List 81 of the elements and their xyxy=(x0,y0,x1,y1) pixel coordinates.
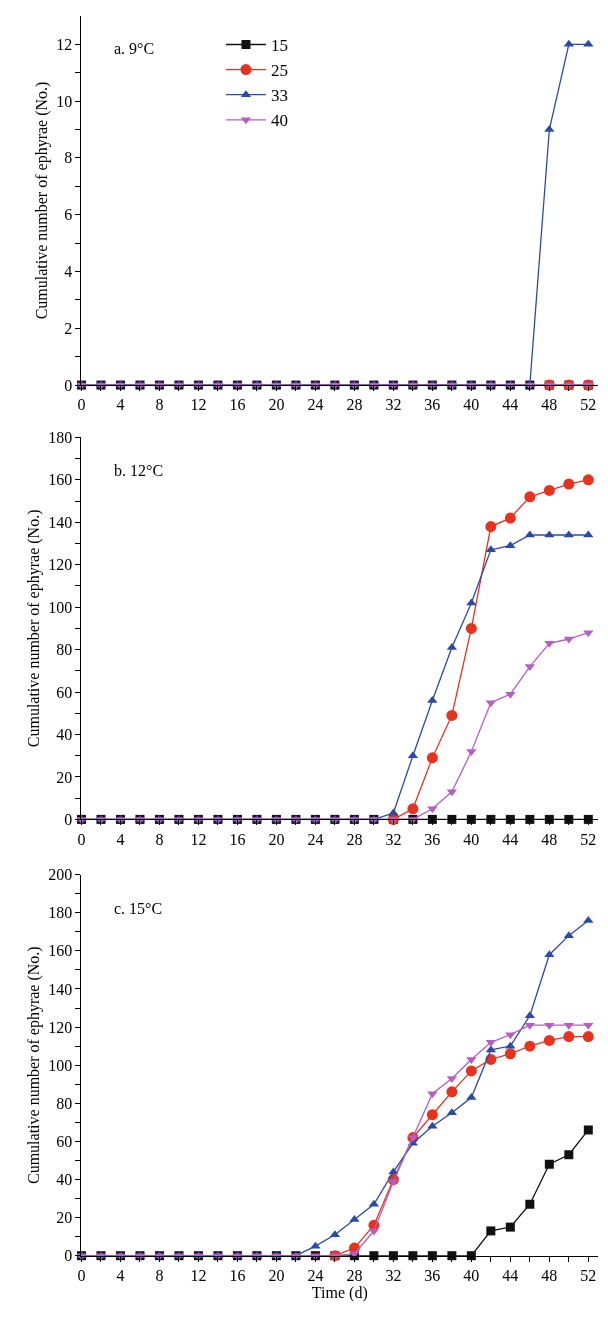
legend-label: 33 xyxy=(270,86,288,106)
x-tick-label: 28 xyxy=(346,1266,363,1284)
legend-label: 40 xyxy=(270,111,288,131)
x-tick-label: 36 xyxy=(424,1266,441,1284)
y-tick-label: 6 xyxy=(64,206,73,224)
x-tick-label: 20 xyxy=(268,396,285,414)
y-tick-label: 140 xyxy=(48,980,73,998)
x-tick-label: 40 xyxy=(463,396,480,414)
x-tick-label: 8 xyxy=(155,830,164,848)
x-tick-label: 52 xyxy=(580,830,597,848)
x-tick-label: 4 xyxy=(116,396,125,414)
y-tick-label: 80 xyxy=(56,1094,73,1112)
text: a. 9°C xyxy=(114,40,155,57)
y-tick-label: 80 xyxy=(56,641,73,659)
x-tick-label: 48 xyxy=(541,830,558,848)
y-tick-label: 160 xyxy=(48,471,73,489)
x-tick-label: 28 xyxy=(346,396,363,414)
y-tick-label: 180 xyxy=(48,428,73,446)
y-tick-label: 60 xyxy=(56,1132,73,1150)
y-tick-label: 4 xyxy=(64,263,73,281)
y-tick-label: 12 xyxy=(56,35,73,53)
x-tick-label: 32 xyxy=(385,830,402,848)
y-tick-label: 0 xyxy=(64,811,73,828)
x-tick-label: 12 xyxy=(190,396,207,414)
x-tick-label: 24 xyxy=(307,396,324,414)
legend-label: 25 xyxy=(270,61,288,81)
y-tick-label: 40 xyxy=(56,726,73,744)
x-tick-label: 16 xyxy=(229,1266,246,1284)
x-tick-label: 16 xyxy=(229,830,246,848)
y-axis-title: Cumulative number of ephyrae (No.) xyxy=(25,946,44,1185)
y-tick-label: 10 xyxy=(56,92,73,110)
x-tick-label: 52 xyxy=(580,396,597,414)
y-axis-title: Cumulative number of ephyrae (No.) xyxy=(33,81,52,320)
x-tick-label: 40 xyxy=(463,1266,480,1284)
y-tick-label: 100 xyxy=(48,598,73,616)
y-axis-title: Cumulative number of ephyrae (No.) xyxy=(25,509,44,748)
x-tick-label: 44 xyxy=(502,830,519,848)
x-tick-label: 24 xyxy=(307,830,324,848)
x-tick-label: 48 xyxy=(541,396,558,414)
y-tick-label: 20 xyxy=(56,1209,73,1227)
y-tick-label: 120 xyxy=(48,556,73,574)
x-tick-label: 32 xyxy=(385,396,402,414)
x-tick-label: 0 xyxy=(77,830,86,848)
x-tick-label: 52 xyxy=(580,1266,597,1284)
x-tick-label: 4 xyxy=(116,1266,125,1284)
x-tick-label: 8 xyxy=(155,1266,164,1284)
x-tick-label: 36 xyxy=(424,830,441,848)
x-tick-label: 48 xyxy=(541,1266,558,1284)
x-tick-label: 44 xyxy=(502,396,519,414)
x-tick-label: 20 xyxy=(268,1266,285,1284)
y-tick-label: 0 xyxy=(64,1247,73,1265)
x-tick-label: 40 xyxy=(463,830,480,848)
y-tick-label: 140 xyxy=(48,513,73,531)
legend-label: 15 xyxy=(270,36,288,56)
x-tick-label: 12 xyxy=(190,830,207,848)
x-tick-label: 44 xyxy=(502,1266,519,1284)
y-tick-label: 160 xyxy=(48,942,73,960)
x-axis-title: Time (d) xyxy=(311,1283,368,1302)
x-tick-label: 36 xyxy=(424,396,441,414)
x-tick-label: 20 xyxy=(268,830,285,848)
y-tick-label: 20 xyxy=(56,768,73,786)
x-tick-label: 8 xyxy=(155,396,164,414)
y-tick-label: 100 xyxy=(48,1056,73,1074)
x-tick-label: 32 xyxy=(385,1266,402,1284)
x-tick-label: 24 xyxy=(307,1266,324,1284)
y-tick-label: 40 xyxy=(56,1171,73,1189)
text: c. 15°C xyxy=(114,900,163,917)
y-tick-label: 0 xyxy=(64,376,73,394)
y-tick-label: 2 xyxy=(64,319,73,337)
x-tick-label: 0 xyxy=(77,396,86,414)
y-tick-label: 120 xyxy=(48,1018,73,1036)
text: b. 12°C xyxy=(114,462,164,479)
x-tick-label: 0 xyxy=(77,1266,86,1284)
y-tick-label: 8 xyxy=(64,149,73,167)
y-tick-label: 180 xyxy=(48,904,73,922)
y-tick-label: 200 xyxy=(48,866,73,884)
x-tick-label: 28 xyxy=(346,830,363,848)
x-tick-label: 16 xyxy=(229,396,246,414)
x-tick-label: 12 xyxy=(190,1266,207,1284)
x-tick-label: 4 xyxy=(116,830,125,848)
y-tick-label: 60 xyxy=(56,683,73,701)
